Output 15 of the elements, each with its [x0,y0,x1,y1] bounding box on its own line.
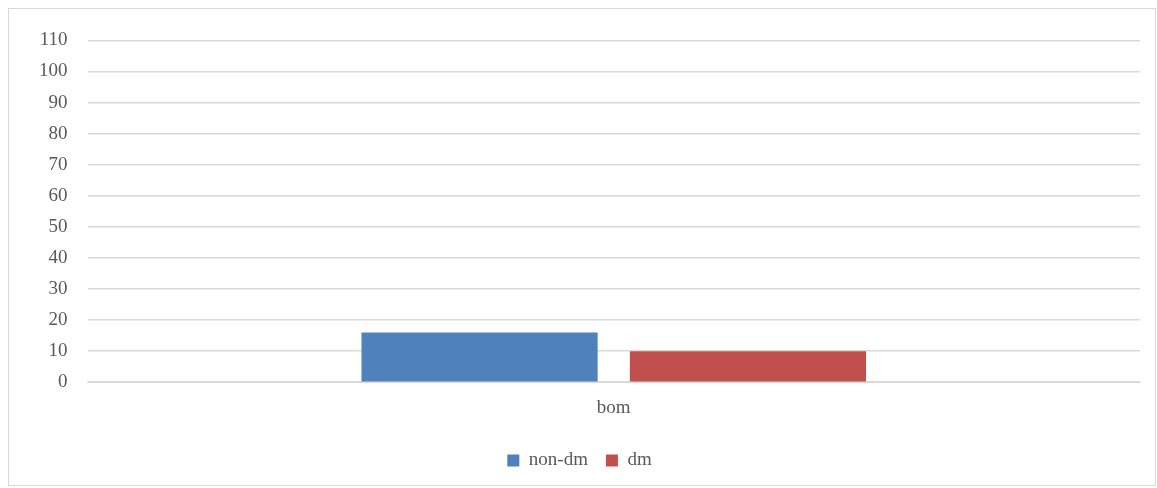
y-tick-label: 0 [58,370,68,392]
y-tick-label: 70 [48,152,68,174]
y-tick-label: 80 [48,121,68,143]
x-tick-label: bom [596,395,631,417]
y-tick-label: 110 [39,28,68,50]
legend-label: dm [627,448,652,470]
y-tick-label: 50 [48,214,68,236]
legend-label: non-dm [528,448,589,470]
y-tick-label: 30 [48,276,68,298]
y-tick-label: 20 [48,308,68,330]
y-tick-label: 90 [48,90,68,112]
y-tick-label: 40 [48,245,68,267]
y-tick-label: 100 [39,59,68,81]
y-tick-label: 60 [48,183,68,205]
y-tick-label: 10 [48,339,68,361]
